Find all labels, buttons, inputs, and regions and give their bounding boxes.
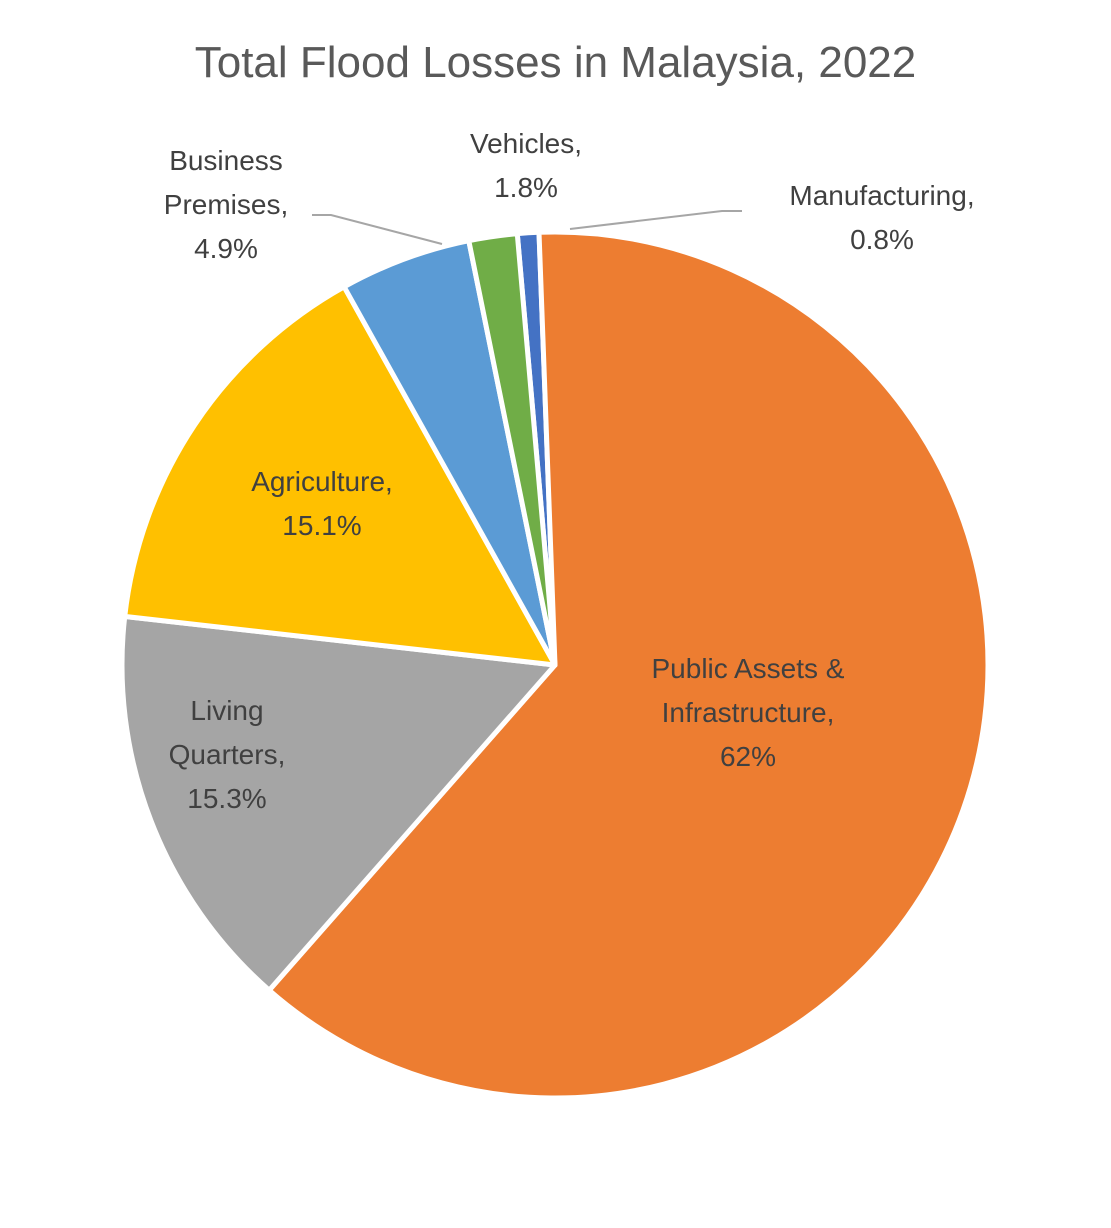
data-label-value: 15.1%: [282, 510, 362, 541]
pie-slice-3: [122, 284, 558, 668]
data-label-0: Manufacturing, 0.8%: [789, 174, 974, 262]
leader-line-0: [569, 210, 742, 230]
data-label-category: Business: [169, 145, 283, 176]
data-label-category: Quarters,: [168, 739, 286, 770]
pie-slice-2: [119, 613, 558, 993]
data-label-category: Premises,: [163, 189, 289, 220]
data-label-category: Agriculture,: [251, 466, 393, 497]
data-label-value: 0.8%: [850, 224, 914, 255]
data-label-3: Agriculture, 15.1%: [251, 460, 393, 548]
data-label-1: Public Assets & Infrastructure, 62%: [652, 647, 845, 779]
data-label-value: 62%: [719, 741, 777, 772]
data-label-value: 15.3%: [187, 783, 267, 814]
data-label-category: Public Assets &: [651, 653, 845, 684]
pie-slice-1: [266, 229, 991, 1101]
data-label-value: 1.8%: [494, 172, 558, 203]
data-label-category: Living: [190, 695, 264, 726]
leader-line-4: [312, 214, 443, 245]
data-label-value: 4.9%: [194, 233, 258, 264]
chart-title: Total Flood Losses in Malaysia, 2022: [194, 38, 917, 87]
data-label-category: Infrastructure,: [661, 697, 835, 728]
data-label-4: Business Premises, 4.9%: [164, 139, 288, 271]
data-label-category: Manufacturing,: [789, 180, 975, 211]
data-label-category: Vehicles,: [469, 128, 583, 159]
data-label-2: Living Quarters, 15.3%: [169, 689, 286, 821]
data-label-5: Vehicles, 1.8%: [470, 122, 582, 210]
pie-slice-5: [466, 231, 558, 668]
